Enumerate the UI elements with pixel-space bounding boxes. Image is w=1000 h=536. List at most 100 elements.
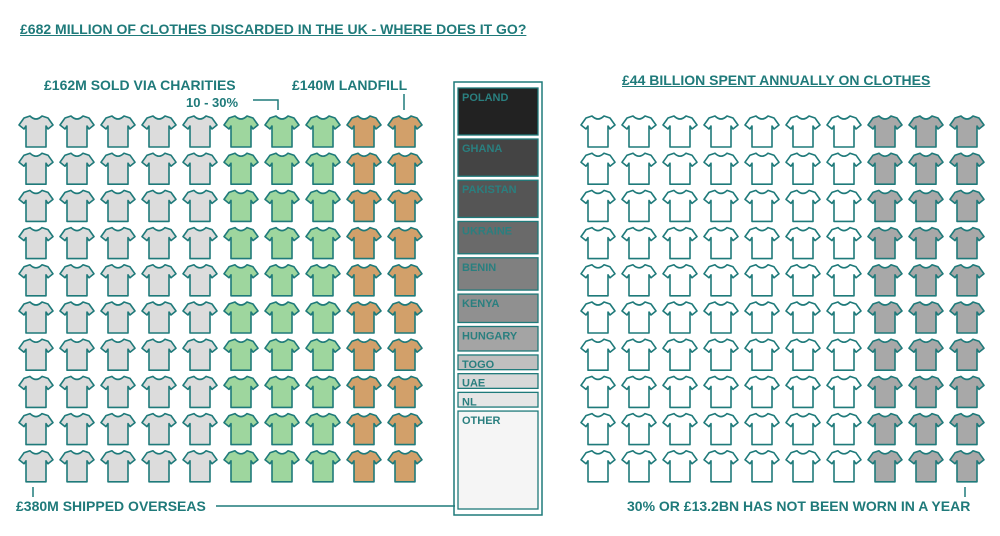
tshirt-icon <box>867 263 903 297</box>
bar-label-poland: POLAND <box>462 92 509 104</box>
tshirt-icon <box>785 301 821 334</box>
bar-label-ukraine: UKRAINE <box>462 225 512 237</box>
tshirt-icon <box>703 226 739 260</box>
tshirt-icon <box>744 412 780 446</box>
tshirt-icon <box>100 301 136 334</box>
tshirt-icon <box>182 412 218 446</box>
tshirt-icon <box>867 338 903 372</box>
tshirt-icon <box>59 189 95 223</box>
tshirt-icon <box>621 152 657 185</box>
tshirt-icon <box>826 449 862 483</box>
tshirt-icon <box>141 412 177 446</box>
tshirt-icon <box>59 226 95 260</box>
tshirt-icon <box>264 152 300 185</box>
tshirt-icon <box>621 449 657 483</box>
tshirt-icon <box>662 152 698 185</box>
tshirt-icon <box>305 115 341 148</box>
tshirt-icon <box>621 412 657 446</box>
tshirt-icon <box>867 115 903 148</box>
tshirt-icon <box>346 152 382 185</box>
tshirt-icon <box>18 226 54 260</box>
tshirt-icon <box>908 338 944 372</box>
tshirt-icon <box>18 375 54 409</box>
tshirt-icon <box>949 338 985 372</box>
tshirt-icon <box>826 263 862 297</box>
tshirt-icon <box>18 263 54 297</box>
tshirt-icon <box>264 226 300 260</box>
tshirt-icon <box>59 263 95 297</box>
tshirt-icon <box>744 115 780 148</box>
bar-label-nl: NL <box>462 396 477 408</box>
tshirt-icon <box>141 375 177 409</box>
tshirt-icon <box>744 226 780 260</box>
tshirt-icon <box>744 301 780 334</box>
tshirt-icon <box>908 152 944 185</box>
tshirt-icon <box>703 375 739 409</box>
overseas-label: £380M SHIPPED OVERSEAS <box>16 498 206 514</box>
tshirt-icon <box>621 226 657 260</box>
tshirt-icon <box>703 412 739 446</box>
tshirt-icon <box>949 226 985 260</box>
discarded-clothes-pictogram <box>18 115 423 483</box>
tshirt-icon <box>305 375 341 409</box>
tshirt-icon <box>18 152 54 185</box>
tshirt-icon <box>703 301 739 334</box>
tshirt-icon <box>223 301 259 334</box>
tshirt-icon <box>785 189 821 223</box>
tshirt-icon <box>18 189 54 223</box>
tshirt-icon <box>346 375 382 409</box>
tshirt-icon <box>867 301 903 334</box>
tshirt-icon <box>141 189 177 223</box>
tshirt-icon <box>949 412 985 446</box>
tshirt-icon <box>908 412 944 446</box>
tshirt-icon <box>264 115 300 148</box>
tshirt-icon <box>580 115 616 148</box>
tshirt-icon <box>744 189 780 223</box>
tshirt-icon <box>662 449 698 483</box>
tshirt-icon <box>621 115 657 148</box>
tshirt-icon <box>662 375 698 409</box>
tshirt-icon <box>59 115 95 148</box>
tshirt-icon <box>182 115 218 148</box>
tshirt-icon <box>264 375 300 409</box>
tshirt-icon <box>580 301 616 334</box>
bar-label-kenya: KENYA <box>462 298 500 310</box>
tshirt-icon <box>949 189 985 223</box>
tshirt-icon <box>305 263 341 297</box>
tshirt-icon <box>264 338 300 372</box>
tshirt-icon <box>908 301 944 334</box>
tshirt-icon <box>621 189 657 223</box>
tshirt-icon <box>662 263 698 297</box>
tshirt-icon <box>387 375 423 409</box>
tshirt-icon <box>18 301 54 334</box>
tshirt-icon <box>346 115 382 148</box>
tshirt-icon <box>18 412 54 446</box>
tshirt-icon <box>908 115 944 148</box>
tshirt-icon <box>264 412 300 446</box>
leader-lines <box>32 94 966 507</box>
tshirt-icon <box>305 412 341 446</box>
tshirt-icon <box>785 263 821 297</box>
main-title: £682 MILLION OF CLOTHES DISCARDED IN THE… <box>20 21 527 37</box>
tshirt-icon <box>141 226 177 260</box>
destination-countries-bar: POLAND GHANA PAKISTAN UKRAINE BENIN KENYA HUNG… <box>453 81 543 516</box>
tshirt-icon <box>662 226 698 260</box>
tshirt-icon <box>744 152 780 185</box>
tshirt-icon <box>580 412 616 446</box>
tshirt-icon <box>59 338 95 372</box>
bar-label-togo: TOGO <box>462 359 495 371</box>
tshirt-icon <box>141 338 177 372</box>
bar-label-pakistan: PAKISTAN <box>462 184 517 196</box>
tshirt-icon <box>908 189 944 223</box>
tshirt-icon <box>908 263 944 297</box>
tshirt-icon <box>59 449 95 483</box>
tshirt-icon <box>305 189 341 223</box>
bar-segment-benin <box>457 257 539 291</box>
tshirt-icon <box>580 263 616 297</box>
tshirt-icon <box>182 189 218 223</box>
bar-label-hungary: HUNGARY <box>462 330 518 342</box>
tshirt-icon <box>346 338 382 372</box>
bar-segment-hungary <box>457 325 539 352</box>
tshirt-icon <box>785 449 821 483</box>
tshirt-icon <box>662 412 698 446</box>
